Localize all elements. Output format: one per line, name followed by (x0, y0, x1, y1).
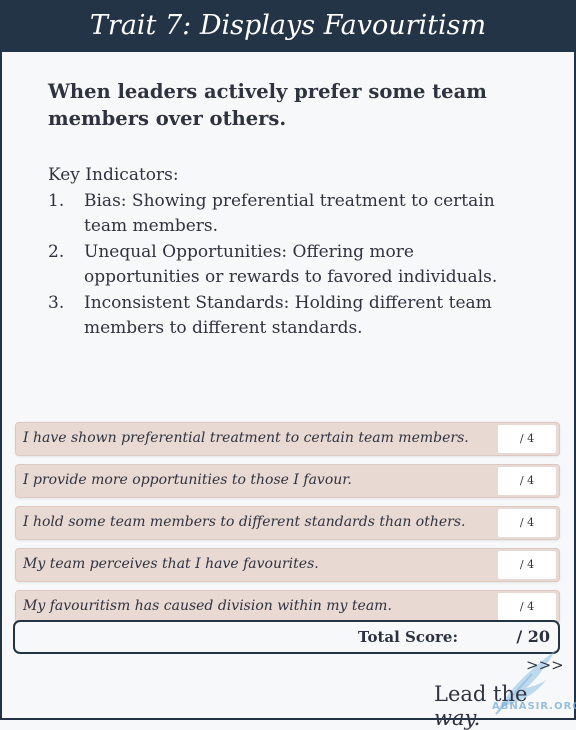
indicator-item: 1. Bias: Showing preferential treatment t… (48, 189, 528, 239)
indicator-item: 2. Unequal Opportunities: Offering more o… (48, 240, 528, 290)
feather-watermark-icon (495, 650, 556, 715)
indicator-text: Bias: Showing preferential treatment to … (84, 191, 495, 236)
watermark-text: ABNASIR.ORG (492, 701, 576, 712)
question-text: I provide more opportunities to those I … (23, 472, 352, 488)
score-input[interactable]: / 4 (498, 509, 556, 537)
key-indicators: Key Indicators: 1. Bias: Showing preferen… (48, 163, 528, 342)
question-row: My favouritism has caused division withi… (15, 590, 560, 624)
score-input[interactable]: / 4 (498, 593, 556, 621)
indicator-text: Inconsistent Standards: Holding differen… (84, 293, 492, 338)
indicator-number: 2. (48, 242, 65, 262)
question-text: I have shown preferential treatment to c… (23, 430, 469, 446)
score-input[interactable]: / 4 (498, 551, 556, 579)
question-text: My favouritism has caused division withi… (23, 598, 392, 614)
indicator-item: 3. Inconsistent Standards: Holding differ… (48, 291, 528, 341)
question-row: My team perceives that I have favourites… (15, 548, 560, 582)
indicator-number: 3. (48, 293, 65, 313)
indicator-number: 1. (48, 191, 65, 211)
question-row: I have shown preferential treatment to c… (15, 422, 560, 456)
key-indicators-title: Key Indicators: (48, 165, 179, 185)
indicator-text: Unequal Opportunities: Offering more opp… (84, 242, 498, 287)
trait-subtitle: When leaders actively prefer some team m… (48, 80, 487, 130)
question-row: I hold some team members to different st… (15, 506, 560, 540)
total-score-label: Total Score: (358, 628, 458, 646)
tagline-emphasis: way. (434, 706, 481, 730)
question-text: I hold some team members to different st… (23, 514, 466, 530)
question-list: I have shown preferential treatment to c… (15, 422, 560, 632)
question-row: I provide more opportunities to those I … (15, 464, 560, 498)
total-score-box: Total Score: / 20 (13, 620, 560, 654)
indicator-list: 1. Bias: Showing preferential treatment t… (48, 189, 528, 341)
score-input[interactable]: / 4 (498, 467, 556, 495)
score-input[interactable]: / 4 (498, 425, 556, 453)
question-text: My team perceives that I have favourites… (23, 556, 319, 572)
total-score-value[interactable]: / 20 (516, 627, 550, 646)
page-title: Trait 7: Displays Favouritism (0, 0, 576, 52)
next-arrows: >>> (526, 656, 564, 674)
tagline-start: Lead the (434, 682, 528, 706)
